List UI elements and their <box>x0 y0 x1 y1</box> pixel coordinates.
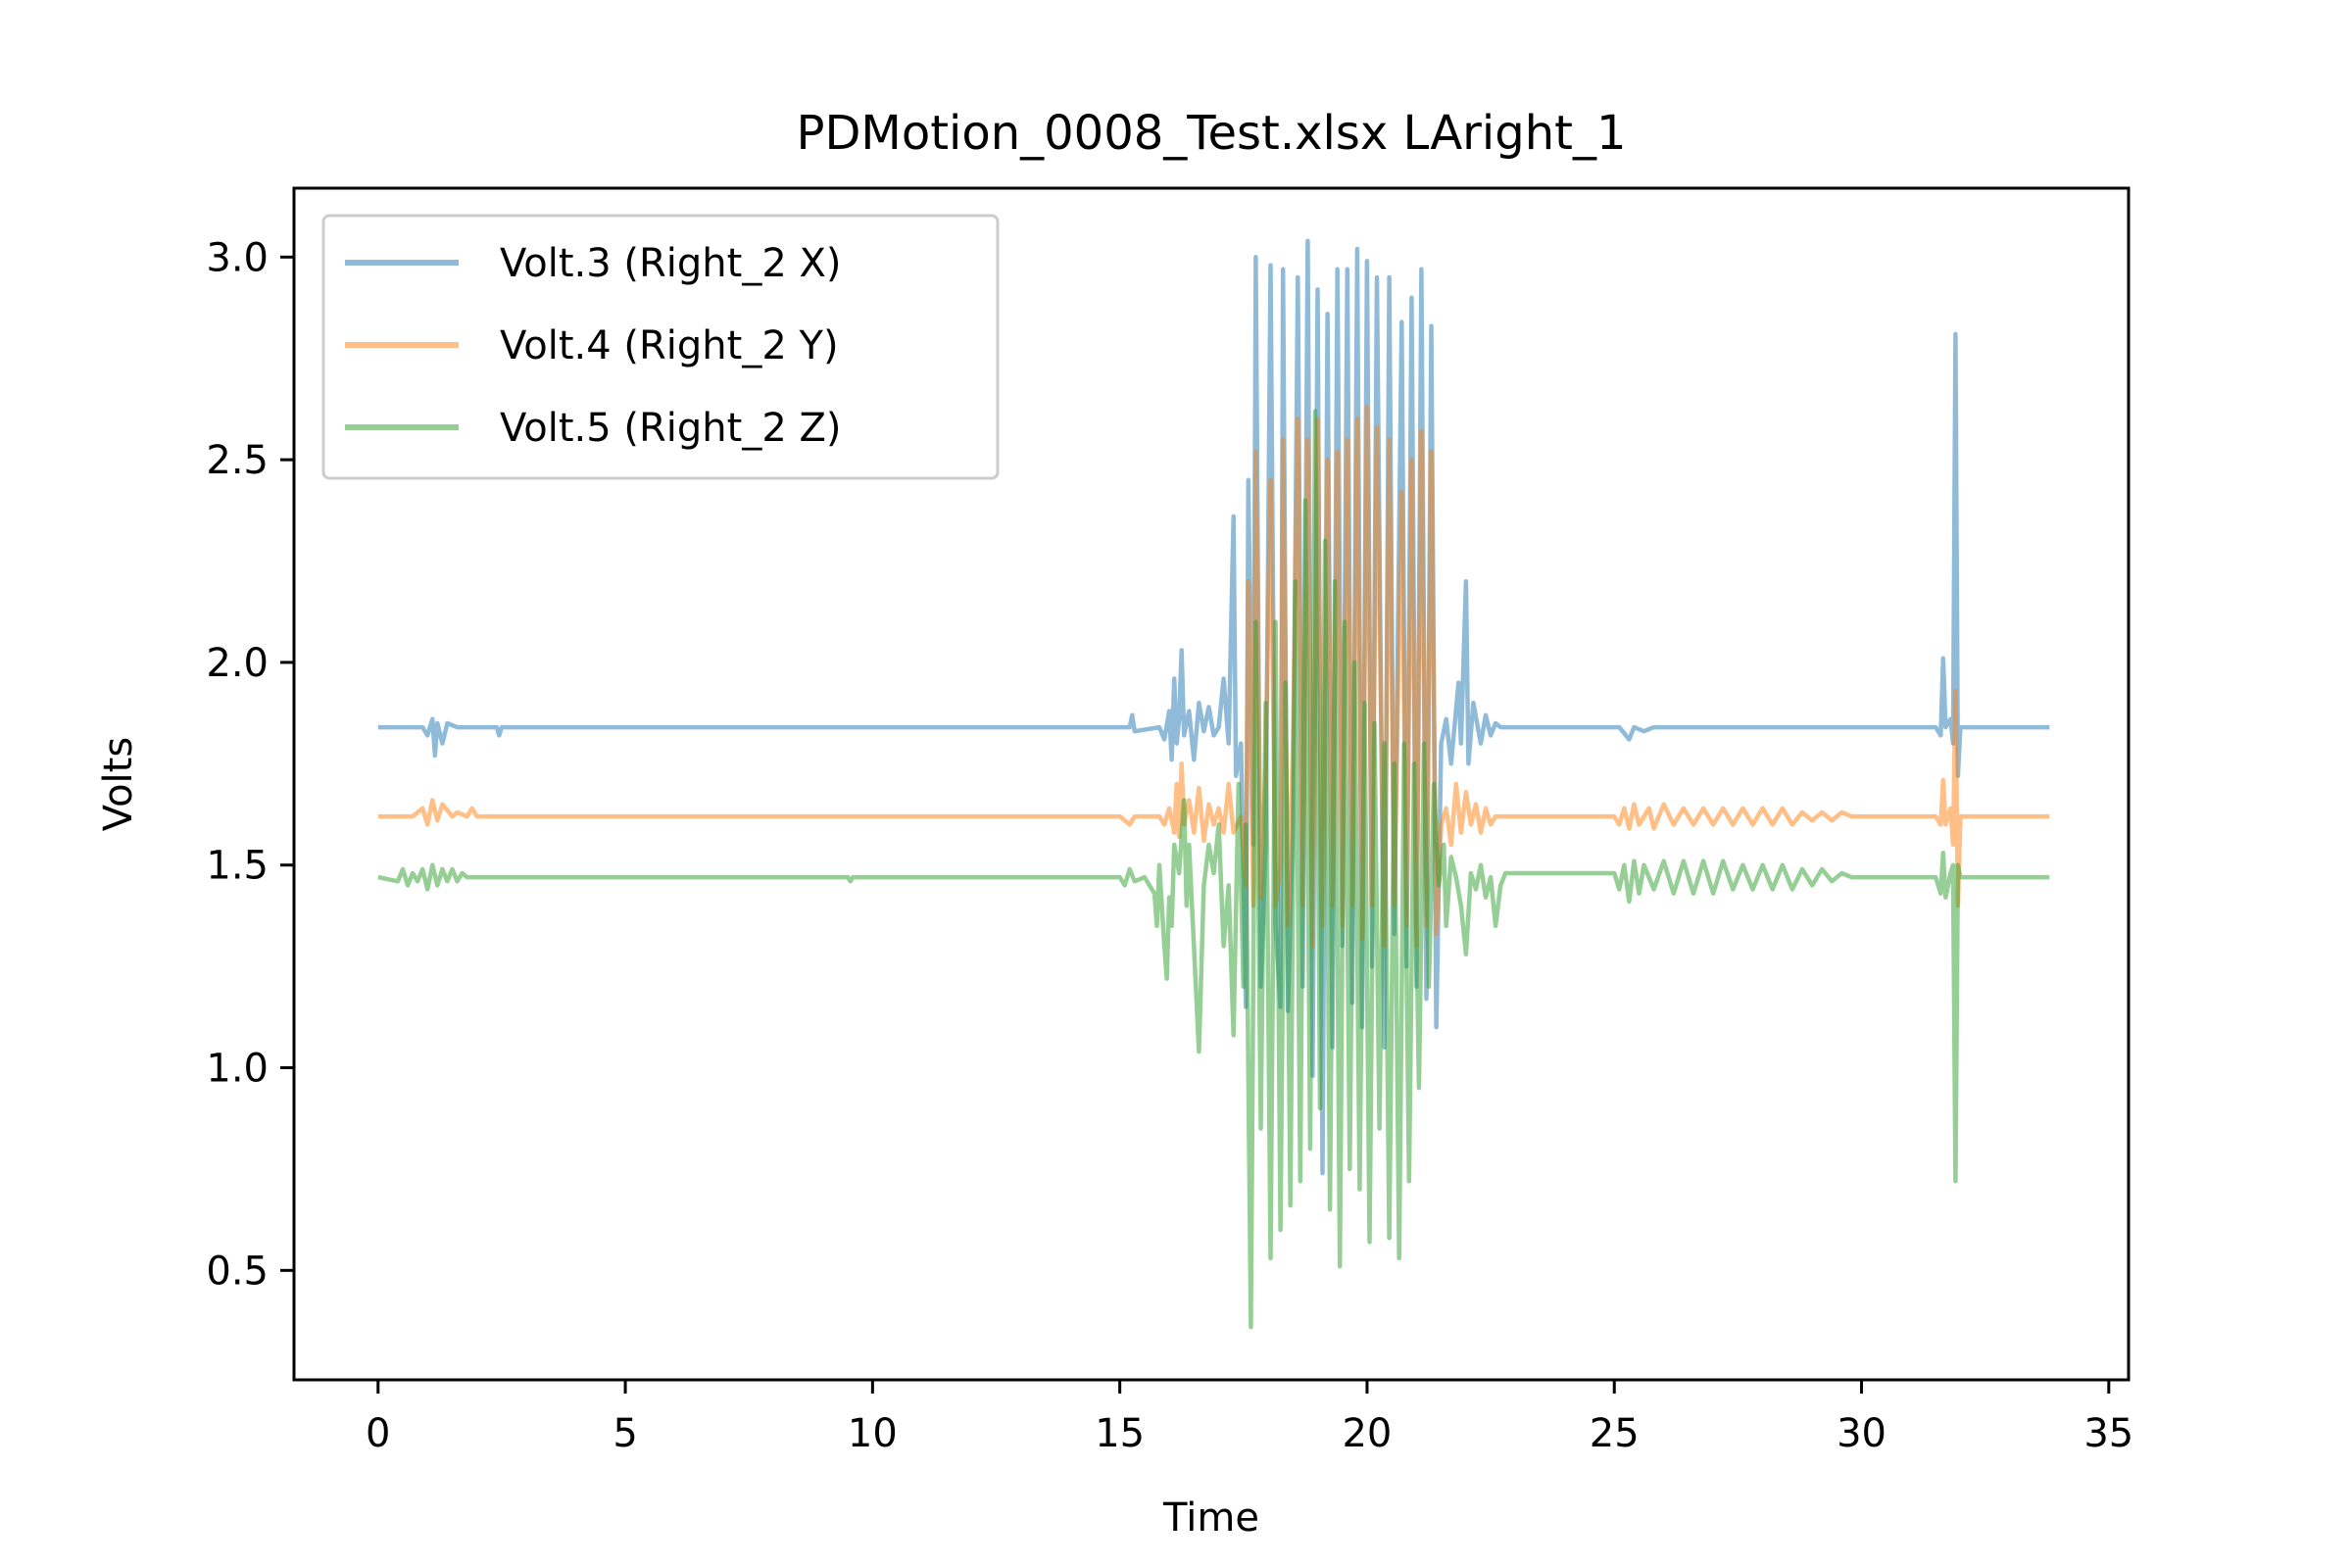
y-tick-label: 1.5 <box>206 844 269 889</box>
x-tick-label: 5 <box>612 1411 637 1456</box>
y-axis-label: Volts <box>96 737 141 831</box>
y-tick-label: 3.0 <box>206 235 269 280</box>
x-axis-label: Time <box>1162 1495 1259 1541</box>
y-tick-label: 1.0 <box>206 1047 269 1092</box>
legend-label-1: Volt.3 (Right_2 X) <box>500 241 842 286</box>
y-tick-label: 2.5 <box>206 438 269 483</box>
plot-frame <box>292 186 2131 1382</box>
x-tick-label: 0 <box>366 1411 390 1456</box>
legend: Volt.3 (Right_2 X) Volt.4 (Right_2 Y) Volt… <box>321 214 1000 480</box>
x-tick-label: 30 <box>1837 1411 1886 1456</box>
legend-box <box>321 214 1000 480</box>
y-tick-label: 2.0 <box>206 641 269 686</box>
series-line-2 <box>377 405 2050 949</box>
y-tick-label: 0.5 <box>206 1249 269 1294</box>
legend-label-2: Volt.4 (Right_2 Y) <box>500 323 839 368</box>
series-line-3 <box>377 409 2050 1330</box>
chart-title: PDMotion_0008_Test.xlsx LAright_1 <box>797 106 1627 161</box>
x-tick-label: 25 <box>1590 1411 1640 1456</box>
x-tick-label: 10 <box>848 1411 898 1456</box>
x-tick-label: 20 <box>1342 1411 1392 1456</box>
x-tick-label: 35 <box>2083 1411 2133 1456</box>
x-tick-label: 15 <box>1095 1411 1145 1456</box>
series-layer <box>377 238 2050 1330</box>
x-axis: 0 5 10 15 20 25 30 35 <box>366 1380 2133 1456</box>
y-axis: 0.5 1.0 1.5 2.0 2.5 3.0 <box>206 235 294 1294</box>
legend-label-3: Volt.5 (Right_2 Z) <box>500 406 842 451</box>
